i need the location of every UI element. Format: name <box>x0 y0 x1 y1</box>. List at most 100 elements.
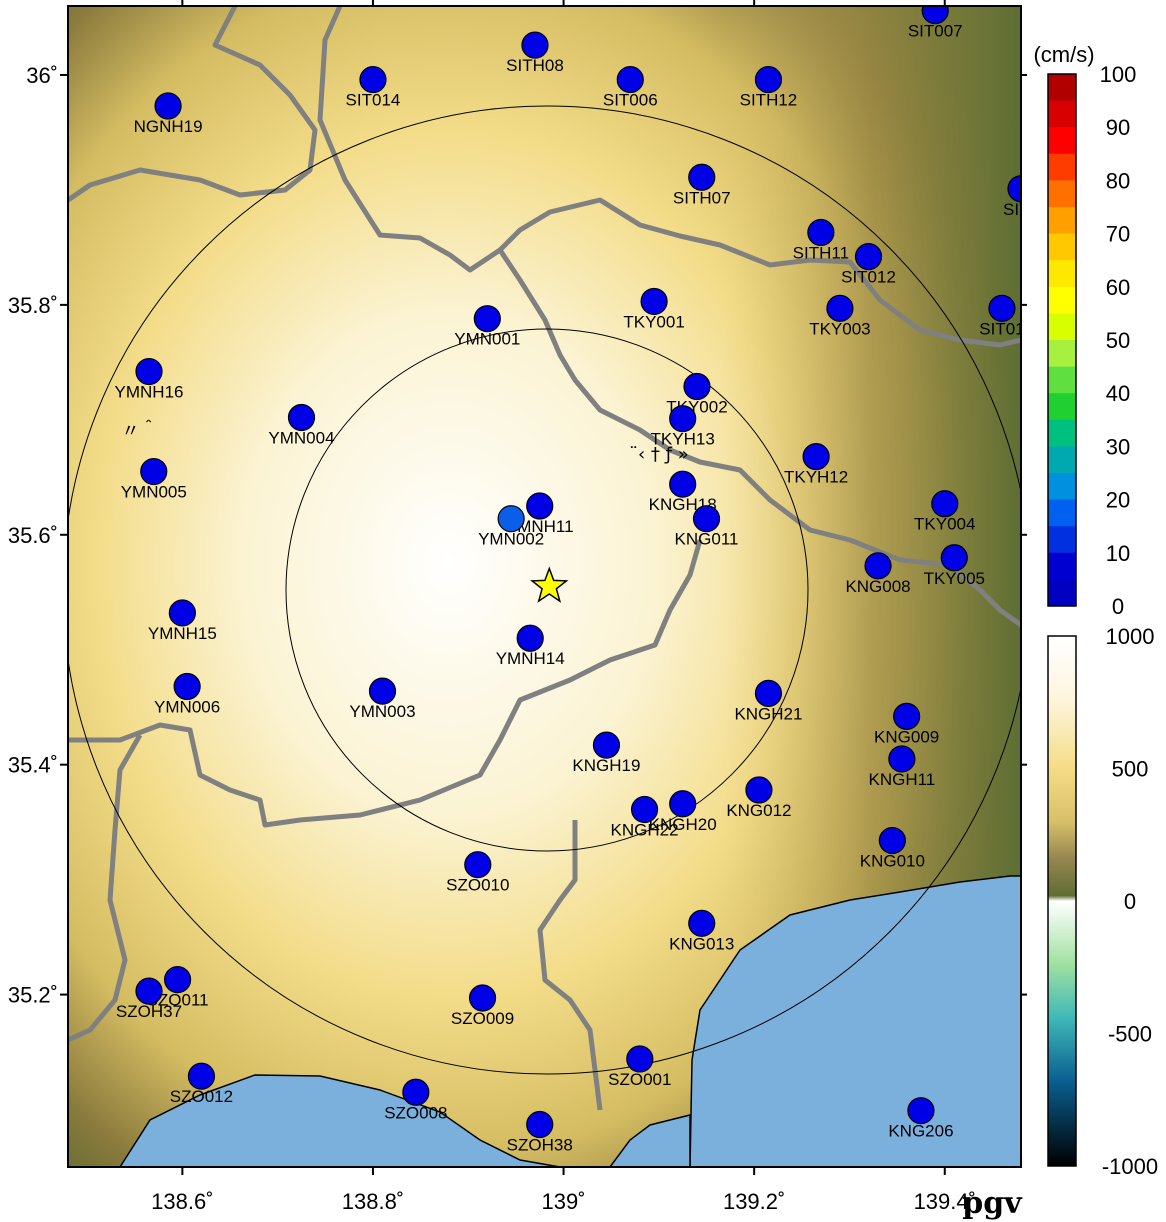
station-marker[interactable]: SZO001 <box>608 1045 671 1089</box>
station-marker[interactable]: YMN001 <box>454 305 520 349</box>
station-marker[interactable]: SZO010 <box>446 851 509 895</box>
station-marker[interactable]: TKY005 <box>924 544 985 588</box>
station-marker[interactable]: YMN002 <box>478 505 544 549</box>
station-dot[interactable] <box>640 287 668 316</box>
station-dot[interactable] <box>854 242 883 271</box>
station-dot[interactable] <box>187 1062 216 1090</box>
station-marker[interactable]: TKYH13 <box>651 405 715 449</box>
station-label: SZO009 <box>451 1009 514 1028</box>
station-marker[interactable]: SITH12 <box>740 65 798 110</box>
station-dot[interactable] <box>802 443 830 471</box>
station-dot[interactable] <box>669 405 697 433</box>
station-marker[interactable]: YMNH11 <box>506 492 574 536</box>
station-marker[interactable]: SZO009 <box>451 984 514 1028</box>
station-marker[interactable]: SIT012 <box>841 242 896 287</box>
station-dot[interactable] <box>173 672 201 701</box>
station-marker[interactable]: SZOH37 <box>116 977 182 1021</box>
station-dot[interactable] <box>464 851 492 879</box>
station-marker[interactable]: SITH08 <box>506 31 564 75</box>
station-dot[interactable] <box>368 677 397 705</box>
station-dot[interactable] <box>754 679 783 708</box>
station-marker[interactable]: YMN005 <box>121 457 187 502</box>
station-marker[interactable]: TKY003 <box>809 294 871 338</box>
station-marker[interactable]: YMN003 <box>349 677 416 721</box>
station-dot[interactable] <box>893 702 921 730</box>
station-dot[interactable] <box>988 294 1016 322</box>
station-dot[interactable] <box>807 218 835 247</box>
station-dot[interactable] <box>669 470 697 498</box>
station-marker[interactable]: KNG013 <box>669 909 734 953</box>
station-marker[interactable]: SITH11 <box>793 218 849 262</box>
station-marker[interactable]: KNGH21 <box>734 679 802 723</box>
station-dot[interactable] <box>163 966 192 994</box>
station-marker[interactable]: TKY004 <box>914 490 975 534</box>
station-dot[interactable] <box>745 776 773 804</box>
station-marker[interactable]: KNGH20 <box>649 790 717 834</box>
station-dot[interactable] <box>402 1078 430 1106</box>
station-dot[interactable] <box>135 357 163 386</box>
station-marker[interactable]: YMN004 <box>268 403 335 448</box>
station-marker[interactable]: SIT006 <box>603 65 658 110</box>
pgv-colorbar-tick-label: 60 <box>1106 275 1130 300</box>
station-marker[interactable]: SIT01 <box>979 294 1024 338</box>
station-dot[interactable] <box>921 0 949 25</box>
station-dot[interactable] <box>616 65 644 94</box>
station-dot[interactable] <box>592 731 621 759</box>
station-marker[interactable]: KNG011 <box>675 505 739 549</box>
station-marker[interactable]: KNG012 <box>726 776 792 820</box>
pgv-colorbar-segment <box>1048 260 1076 288</box>
station-dot[interactable] <box>864 552 892 580</box>
station-marker[interactable]: YMNH16 <box>115 357 184 402</box>
station-dot[interactable] <box>359 65 387 94</box>
station-dot[interactable] <box>940 544 968 572</box>
station-dot[interactable] <box>521 31 549 59</box>
station-dot[interactable] <box>754 65 783 94</box>
station-dot[interactable] <box>287 403 316 432</box>
station-marker[interactable]: SITH07 <box>673 163 731 207</box>
station-dot[interactable] <box>907 1097 935 1125</box>
station-dot[interactable] <box>468 984 497 1012</box>
station-dot[interactable] <box>630 795 659 824</box>
station-dot[interactable] <box>669 790 697 818</box>
station-dot[interactable] <box>473 305 501 333</box>
station-label: KNGH22 <box>611 821 679 840</box>
station-dot[interactable] <box>878 826 906 855</box>
station-dot[interactable] <box>497 505 525 533</box>
station-dot[interactable] <box>683 372 711 401</box>
station-dot[interactable] <box>688 909 716 937</box>
station-marker[interactable]: SIT0 <box>1003 175 1039 219</box>
station-dot[interactable] <box>135 977 163 1005</box>
station-marker[interactable]: SIT007 <box>908 0 963 41</box>
station-marker[interactable]: YMNH14 <box>496 624 565 668</box>
station-marker[interactable]: SZO012 <box>170 1062 233 1106</box>
station-dot[interactable] <box>826 294 854 322</box>
station-dot[interactable] <box>931 490 959 518</box>
station-dot[interactable] <box>516 624 544 652</box>
station-dot[interactable] <box>1007 175 1034 203</box>
station-dot[interactable] <box>888 745 916 773</box>
station-marker[interactable]: KNG008 <box>845 552 911 596</box>
station-marker[interactable]: SZO011 <box>147 966 209 1010</box>
station-marker[interactable]: TKY001 <box>623 287 685 331</box>
station-dot[interactable] <box>154 92 182 120</box>
station-marker[interactable]: KNGH22 <box>611 795 679 840</box>
station-marker[interactable]: KNG206 <box>888 1097 954 1141</box>
station-marker[interactable]: YMN006 <box>154 672 220 717</box>
station-marker[interactable]: NGNH19 <box>134 92 203 136</box>
station-marker[interactable]: TKYH12 <box>784 443 848 487</box>
station-marker[interactable]: KNGH19 <box>572 731 640 775</box>
station-marker[interactable]: SZO008 <box>384 1078 448 1122</box>
station-dot[interactable] <box>688 163 716 191</box>
station-marker[interactable]: SIT014 <box>346 65 401 110</box>
station-dot[interactable] <box>168 599 196 627</box>
station-marker[interactable]: KNG009 <box>874 702 939 746</box>
station-marker[interactable]: KNGH11 <box>868 745 935 789</box>
station-dot[interactable] <box>692 505 721 533</box>
station-dot[interactable] <box>526 492 554 520</box>
station-marker[interactable]: YMNH15 <box>148 599 217 643</box>
station-dot[interactable] <box>526 1110 554 1139</box>
station-dot[interactable] <box>626 1045 654 1073</box>
station-marker[interactable]: KNG010 <box>860 826 925 871</box>
station-dot[interactable] <box>140 457 168 486</box>
station-marker[interactable]: SZOH38 <box>507 1110 573 1154</box>
